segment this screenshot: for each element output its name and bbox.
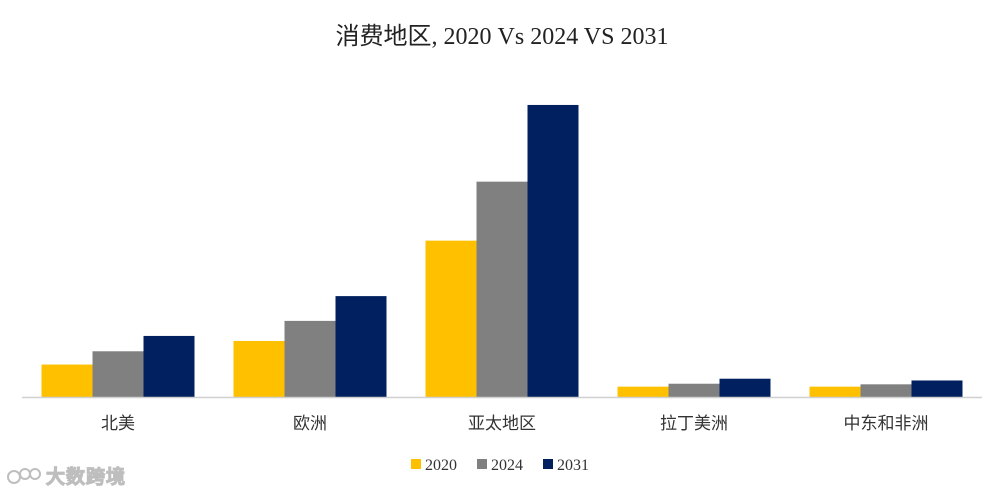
legend-label: 2024 <box>491 457 523 474</box>
logo-icon <box>7 467 41 484</box>
bar-2031 <box>911 380 963 397</box>
legend-label: 2020 <box>425 457 457 474</box>
x-tick-label: 拉丁美洲 <box>660 414 728 433</box>
bar-2024 <box>92 351 144 397</box>
bar-2020 <box>809 386 861 397</box>
bar-2024 <box>860 384 912 397</box>
watermark: 大数跨境 <box>6 462 126 489</box>
legend-swatch <box>477 459 487 469</box>
legend-swatch <box>543 459 553 469</box>
x-tick-label: 北美 <box>101 414 135 433</box>
watermark-text: 大数跨境 <box>45 466 127 489</box>
bar-2031 <box>335 296 387 397</box>
legend-swatch <box>411 459 421 469</box>
x-tick-label: 欧洲 <box>293 414 327 433</box>
bar-2031 <box>527 104 579 397</box>
bar-2020 <box>41 364 93 397</box>
bar-2020 <box>617 386 669 397</box>
bar-2020 <box>233 340 285 397</box>
bar-2024 <box>668 383 720 397</box>
legend-label: 2031 <box>557 457 589 474</box>
chart-title: 消费地区, 2020 Vs 2024 VS 2031 <box>335 24 669 50</box>
bar-2020 <box>425 240 477 397</box>
bar-2031 <box>719 378 771 397</box>
bar-2024 <box>476 181 528 397</box>
bar-2031 <box>143 335 195 397</box>
bar-2024 <box>284 320 336 397</box>
x-tick-label: 中东和非洲 <box>844 414 929 433</box>
x-tick-label: 亚太地区 <box>468 414 536 433</box>
